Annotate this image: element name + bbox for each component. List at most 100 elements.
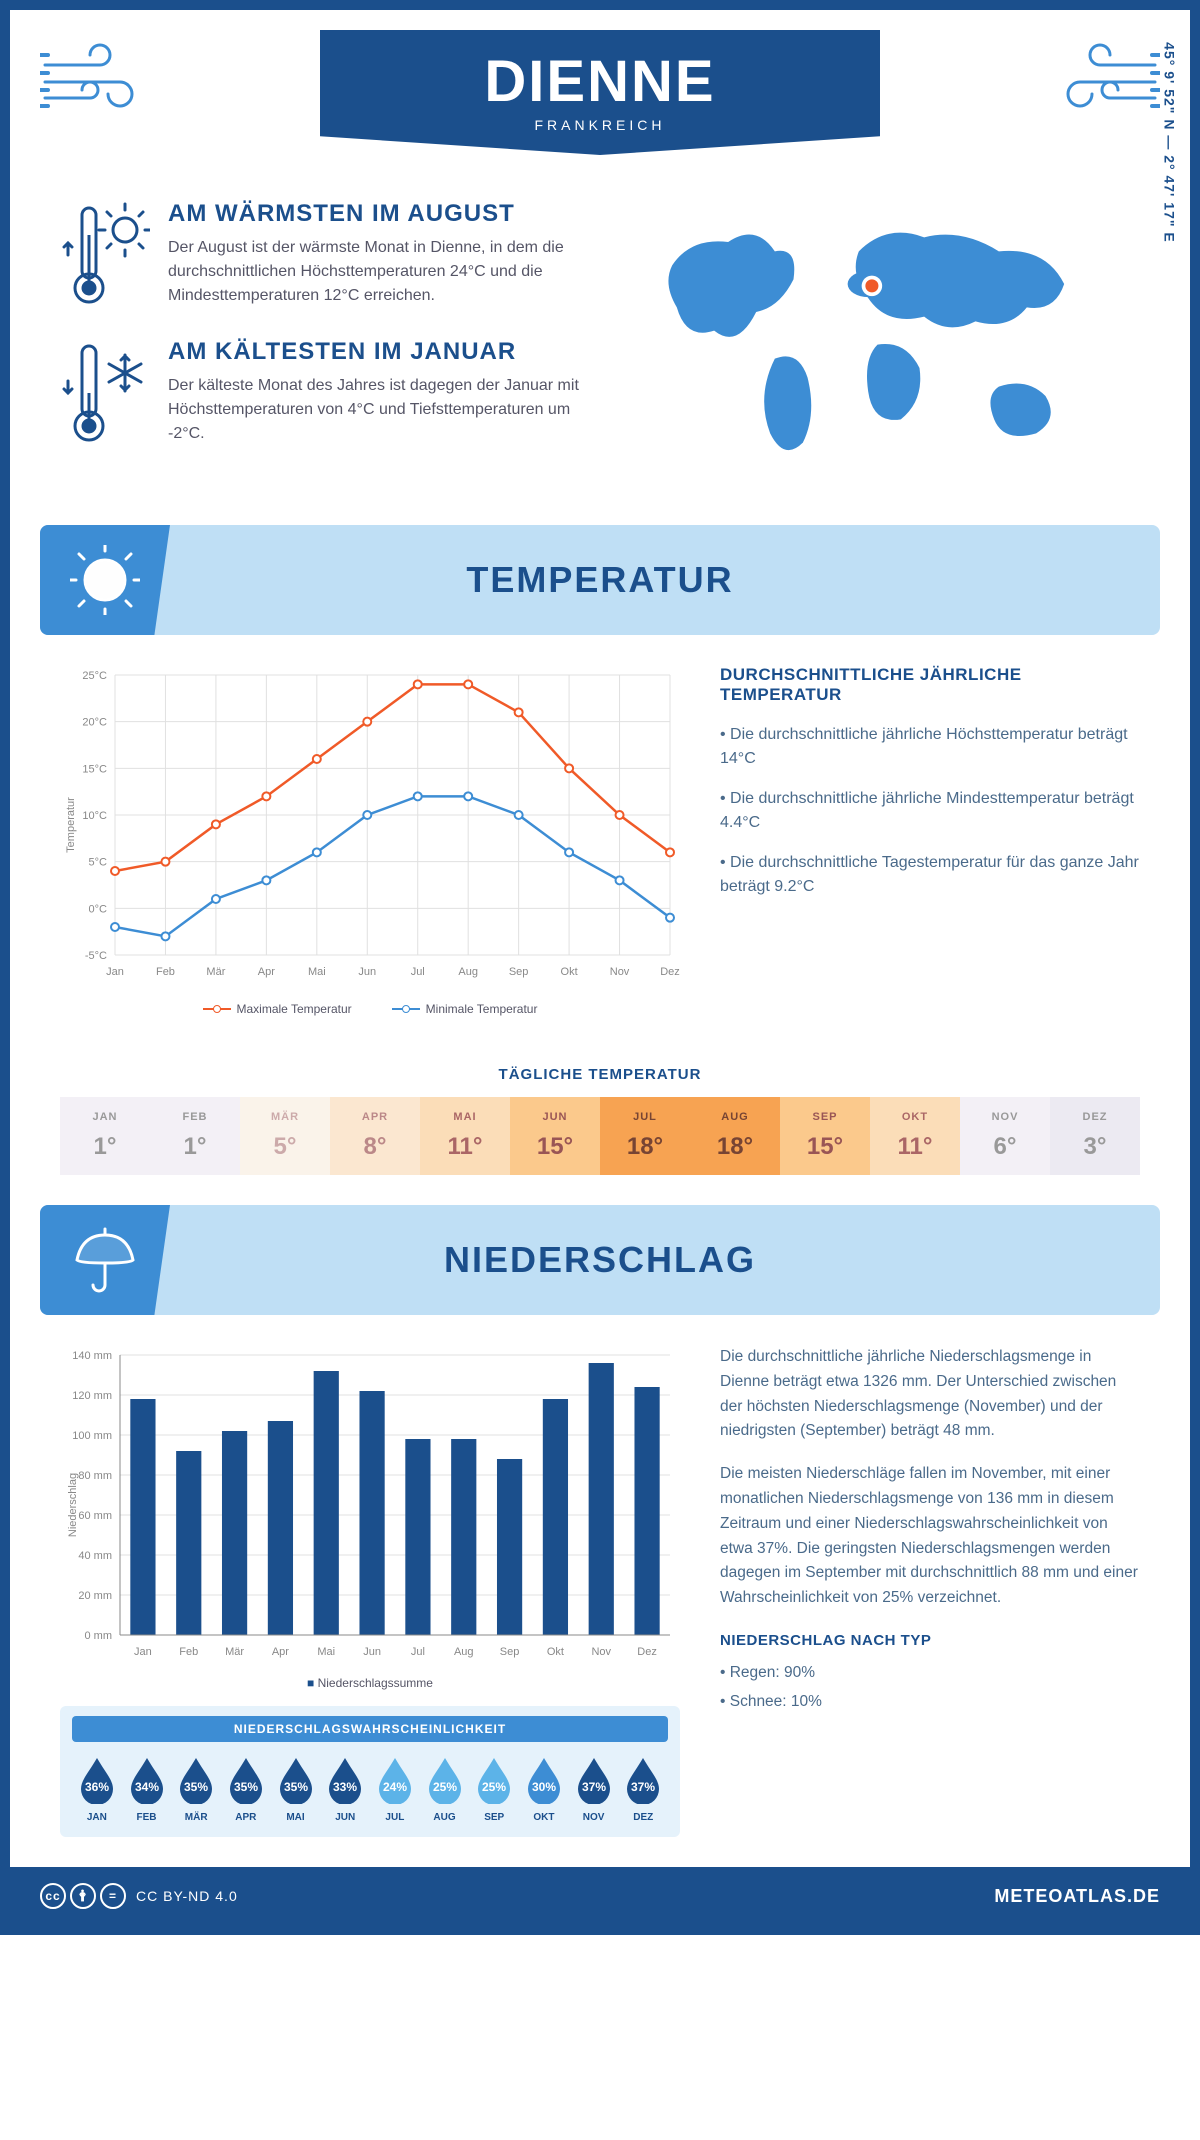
svg-text:35%: 35% [184,1780,208,1794]
intro-section: AM WÄRMSTEN IM AUGUST Der August ist der… [10,190,1190,515]
header: DIENNE FRANKREICH [10,10,1190,190]
drop-cell: 33%JUN [320,1754,370,1823]
svg-text:0 mm: 0 mm [85,1630,113,1642]
wind-icon [40,40,160,120]
country-subtitle: FRANKREICH [320,117,880,133]
drop-cell: 35%MAI [271,1754,321,1823]
drop-cell: 37%NOV [569,1754,619,1823]
svg-text:140 mm: 140 mm [72,1350,112,1362]
svg-text:30%: 30% [532,1780,556,1794]
footer: cc 🛉 = CC BY-ND 4.0 METEOATLAS.DE [10,1867,1190,1925]
svg-text:Feb: Feb [156,966,175,978]
svg-text:Aug: Aug [454,1646,474,1658]
precipitation-title: NIEDERSCHLAG [444,1239,756,1281]
svg-text:Mai: Mai [317,1646,335,1658]
coldest-title: AM KÄLTESTEN IM JANUAR [168,338,585,366]
svg-text:25%: 25% [433,1780,457,1794]
license-text: CC BY-ND 4.0 [136,1888,238,1904]
svg-text:24%: 24% [383,1780,407,1794]
svg-text:20°C: 20°C [82,717,107,729]
svg-text:15°C: 15°C [82,763,107,775]
svg-text:Mär: Mär [225,1646,244,1658]
precipitation-by-type-title: NIEDERSCHLAG NACH TYP [720,1629,1140,1653]
temp-info-item: • Die durchschnittliche jährliche Mindes… [720,787,1140,835]
svg-text:20 mm: 20 mm [78,1590,112,1602]
temperature-line-chart: -5°C0°C5°C10°C15°C20°C25°CJanFebMärAprMa… [60,665,680,985]
drop-cell: 35%MÄR [171,1754,221,1823]
precipitation-probability-title: NIEDERSCHLAGSWAHRSCHEINLICHKEIT [72,1716,668,1742]
svg-text:Dez: Dez [660,966,680,978]
svg-text:-5°C: -5°C [85,950,107,962]
world-map [615,200,1140,480]
svg-text:35%: 35% [234,1780,258,1794]
svg-text:Apr: Apr [272,1646,289,1658]
svg-text:37%: 37% [582,1780,606,1794]
drop-cell: 30%OKT [519,1754,569,1823]
warmest-fact: AM WÄRMSTEN IM AUGUST Der August ist der… [60,200,585,310]
drop-cell: 25%SEP [469,1754,519,1823]
precipitation-text-1: Die durchschnittliche jährliche Niedersc… [720,1345,1140,1444]
svg-text:60 mm: 60 mm [78,1510,112,1522]
svg-text:34%: 34% [134,1780,158,1794]
svg-text:25%: 25% [482,1780,506,1794]
daily-temp-cell: FEB1° [150,1097,240,1175]
temperature-banner: TEMPERATUR [40,525,1160,635]
svg-text:Jun: Jun [358,966,376,978]
daily-temp-title: TÄGLICHE TEMPERATUR [10,1066,1190,1083]
svg-text:Mär: Mär [206,966,225,978]
svg-text:Mai: Mai [308,966,326,978]
coldest-fact: AM KÄLTESTEN IM JANUAR Der kälteste Mona… [60,338,585,448]
daily-temp-cell: MAI11° [420,1097,510,1175]
daily-temp-cell: JAN1° [60,1097,150,1175]
title-banner: DIENNE FRANKREICH [320,30,880,155]
drop-cell: 37%DEZ [618,1754,668,1823]
daily-temp-cell: MÄR5° [240,1097,330,1175]
thermometer-snow-icon [60,338,150,448]
svg-text:Jan: Jan [106,966,124,978]
daily-temp-cell: APR8° [330,1097,420,1175]
precipitation-text-2: Die meisten Niederschläge fallen im Nove… [720,1462,1140,1611]
svg-text:Jun: Jun [363,1646,381,1658]
svg-text:Apr: Apr [258,966,275,978]
svg-text:33%: 33% [333,1780,357,1794]
temp-info-item: • Die durchschnittliche jährliche Höchst… [720,723,1140,771]
svg-text:Jul: Jul [411,1646,425,1658]
warmest-text: Der August ist der wärmste Monat in Dien… [168,236,585,308]
temperature-legend: Maximale Temperatur Minimale Temperatur [60,1002,680,1016]
svg-text:Jan: Jan [134,1646,152,1658]
daily-temp-cell: DEZ3° [1050,1097,1140,1175]
svg-text:40 mm: 40 mm [78,1550,112,1562]
daily-temp-cell: AUG18° [690,1097,780,1175]
coordinates: 45° 9' 52" N — 2° 47' 17" E [1162,42,1178,243]
drop-cell: 36%JAN [72,1754,122,1823]
daily-temp-cell: SEP15° [780,1097,870,1175]
precip-type-item: • Schnee: 10% [720,1690,1140,1715]
precipitation-probability-box: NIEDERSCHLAGSWAHRSCHEINLICHKEIT 36%JAN34… [60,1706,680,1837]
infographic-page: DIENNE FRANKREICH AM WÄRMSTEN IM AUGUST … [0,0,1200,1935]
svg-text:Okt: Okt [547,1646,564,1658]
temp-info-title: DURCHSCHNITTLICHE JÄHRLICHE TEMPERATUR [720,665,1140,705]
drop-cell: 25%AUG [420,1754,470,1823]
svg-text:Sep: Sep [500,1646,520,1658]
drop-cell: 34%FEB [122,1754,172,1823]
svg-text:120 mm: 120 mm [72,1390,112,1402]
coldest-text: Der kälteste Monat des Jahres ist dagege… [168,374,585,446]
daily-temp-cell: NOV6° [960,1097,1050,1175]
svg-text:Dez: Dez [637,1646,657,1658]
svg-text:80 mm: 80 mm [78,1470,112,1482]
svg-text:37%: 37% [631,1780,655,1794]
temperature-title: TEMPERATUR [466,559,733,601]
wind-icon [1040,40,1160,120]
precipitation-legend: Niederschlagssumme [60,1676,680,1690]
svg-text:35%: 35% [284,1780,308,1794]
brand-text: METEOATLAS.DE [994,1886,1160,1907]
precipitation-banner: NIEDERSCHLAG [40,1205,1160,1315]
city-title: DIENNE [320,48,880,115]
thermometer-sun-icon [60,200,150,310]
cc-license-icon: cc 🛉 = [40,1883,126,1909]
drop-cell: 24%JUL [370,1754,420,1823]
sun-icon [70,545,140,615]
svg-text:Nov: Nov [591,1646,611,1658]
temp-info-item: • Die durchschnittliche Tagestemperatur … [720,851,1140,899]
precipitation-bar-chart: 0 mm20 mm40 mm60 mm80 mm100 mm120 mm140 … [60,1345,680,1665]
